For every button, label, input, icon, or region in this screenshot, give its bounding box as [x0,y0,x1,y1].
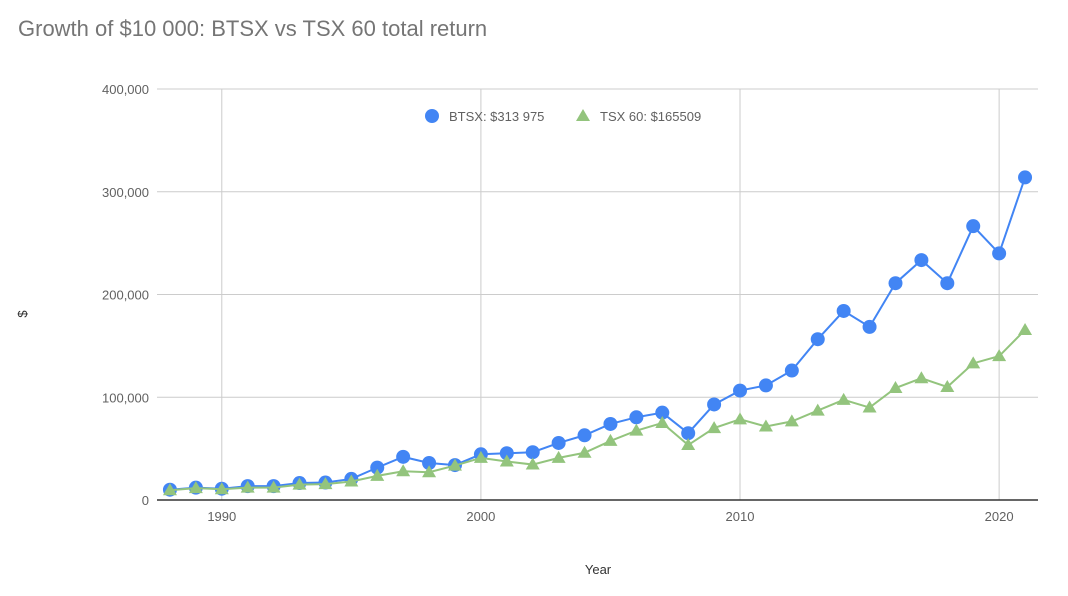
data-point [862,319,877,334]
data-point [914,253,929,268]
x-tick-label: 1990 [207,509,236,524]
gridlines [157,88,1038,500]
series-2 [162,322,1033,496]
y-tick-label: 0 [142,493,149,508]
data-point [629,423,644,436]
data-point [214,482,229,495]
data-point [914,371,929,384]
series-line [169,177,1026,491]
data-point [499,454,514,467]
chart-title: Growth of $10 000: BTSX vs TSX 60 total … [18,16,488,41]
data-point [473,450,488,463]
data-point [758,419,773,432]
data-point [603,416,618,431]
x-tick-label: 2010 [726,509,755,524]
data-point [966,356,981,369]
data-point [784,414,799,427]
y-axis-label: $ [15,310,30,318]
x-tick-label: 2000 [466,509,495,524]
data-point [603,433,618,446]
data-point [266,480,281,493]
data-point [733,383,748,398]
data-point [758,378,773,393]
data-point [240,480,255,493]
data-point [992,246,1007,261]
axes: 0 100,000 200,000 300,000 400,000 1990 2000 201… [102,82,1038,524]
data-point [499,446,514,461]
legend-marker-circle [425,109,439,123]
y-tick-label: 200,000 [102,288,149,303]
data-point [577,428,592,443]
data-point [784,363,799,378]
data-point [1018,322,1033,335]
data-point [551,450,566,463]
data-point [733,412,748,425]
y-tick-label: 300,000 [102,185,149,200]
legend-marker-triangle [576,109,590,121]
data-point [707,397,722,412]
data-point [525,457,540,470]
data-point [681,438,696,451]
x-axis-label: Year [585,562,612,577]
data-point [836,303,851,318]
data-point [447,458,462,471]
data-point [940,379,955,392]
legend: BTSX: $313 975 TSX 60: $165509 [425,109,701,124]
series-line [169,329,1026,492]
data-point [966,219,981,234]
data-point [370,460,385,475]
data-point [707,421,722,434]
data-point [396,464,411,477]
data-point [992,349,1007,362]
data-point [810,403,825,416]
x-tick-label: 2020 [985,509,1014,524]
data-point [344,474,359,487]
legend-label: BTSX: $313 975 [449,109,544,124]
data-point [318,477,333,490]
data-point [681,426,696,441]
data-point [1018,170,1033,185]
data-point [655,405,670,420]
data-point [888,276,903,291]
data-point [888,381,903,394]
data-point [629,410,644,425]
data-point [162,483,177,496]
data-point [525,445,540,460]
data-point [940,276,955,291]
data-point [862,400,877,413]
data-point [370,468,385,481]
series-layer [162,170,1033,497]
data-point [836,392,851,405]
y-tick-label: 100,000 [102,390,149,405]
data-point [655,415,670,428]
data-point [396,449,411,464]
data-point [188,481,203,494]
y-tick-label: 400,000 [102,82,149,97]
legend-label: TSX 60: $165509 [600,109,701,124]
data-point [292,477,307,490]
data-point [810,332,825,347]
data-point [422,456,437,471]
data-point [422,465,437,478]
data-point [577,445,592,458]
data-point [551,435,566,450]
